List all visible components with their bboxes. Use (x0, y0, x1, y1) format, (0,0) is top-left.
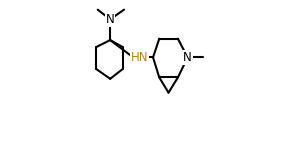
Text: N: N (106, 13, 114, 26)
Text: N: N (183, 51, 192, 64)
Text: HN: HN (130, 51, 148, 64)
